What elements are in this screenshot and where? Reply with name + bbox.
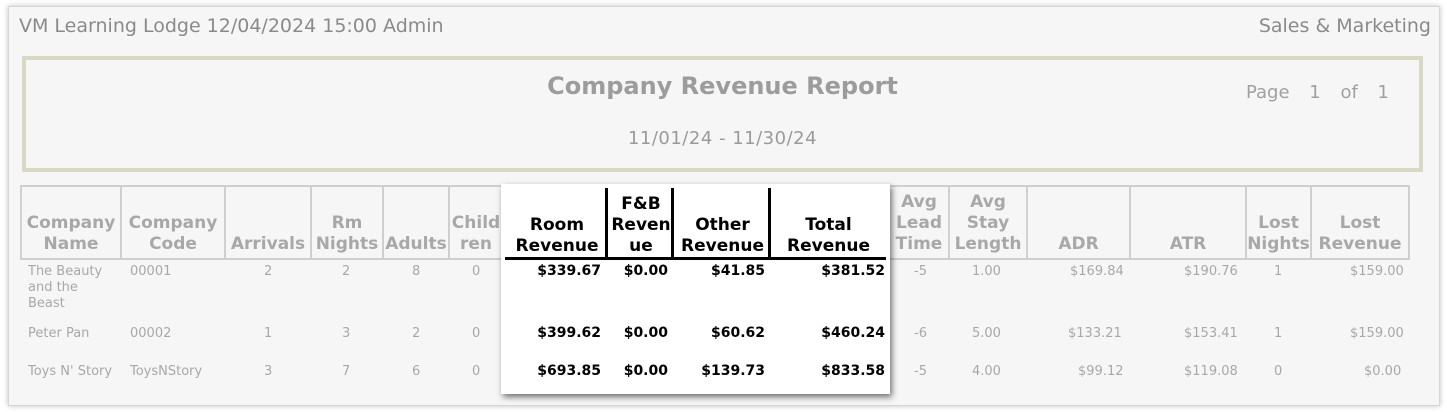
col-header-arrivals: Arrivals xyxy=(224,185,312,260)
report-banner: Company Revenue Report 11/01/24 - 11/30/… xyxy=(22,56,1423,172)
cell-lost-revenue: $159.00 xyxy=(1350,326,1404,341)
cell-arrivals: 1 xyxy=(264,326,273,341)
col-header-company-code: Company Code xyxy=(120,185,226,260)
cell-adults: 8 xyxy=(412,264,421,279)
cell-room-revenue: $339.67 xyxy=(537,263,601,279)
cell-lost-revenue: $0.00 xyxy=(1364,364,1402,379)
cell-fb-revenue: $0.00 xyxy=(623,325,668,341)
cell-adults: 2 xyxy=(412,326,421,341)
cell-atr: $153.41 xyxy=(1184,326,1238,341)
revenue-highlight-panel: Room Revenue F&B Reven ue Other Revenue … xyxy=(501,184,890,394)
cell-avg-stay-length: 4.00 xyxy=(972,364,1001,379)
col-header-adults: Adults xyxy=(382,185,450,260)
cell-fb-revenue: $0.00 xyxy=(623,363,668,379)
cell-other-revenue: $139.73 xyxy=(701,363,765,379)
cell-total-revenue: $833.58 xyxy=(821,363,885,379)
col-header-children: Child ren xyxy=(448,185,504,260)
cell-lost-nights: 0 xyxy=(1274,364,1283,379)
col-header-fb-revenue: F&B Reven ue xyxy=(605,188,674,259)
cell-avg-stay-length: 1.00 xyxy=(972,264,1001,279)
report-date-range: 11/01/24 - 11/30/24 xyxy=(627,128,818,149)
cell-avg-stay-length: 5.00 xyxy=(972,326,1001,341)
cell-rm-nights: 3 xyxy=(342,326,351,341)
cell-lost-revenue: $159.00 xyxy=(1350,264,1404,279)
page-total: 1 xyxy=(1377,82,1389,103)
cell-other-revenue: $60.62 xyxy=(710,325,765,341)
cell-arrivals: 3 xyxy=(264,364,273,379)
col-header-adr: ADR xyxy=(1026,185,1131,260)
cell-other-revenue: $41.85 xyxy=(710,263,765,279)
cell-total-revenue: $460.24 xyxy=(821,325,885,341)
page-label: Page xyxy=(1245,82,1290,103)
header-department: Sales & Marketing xyxy=(1258,15,1431,37)
header-left-info: VM Learning Lodge 12/04/2024 15:00 Admin xyxy=(19,15,444,37)
col-header-total-revenue: Total Revenue xyxy=(768,188,886,259)
cell-children: 0 xyxy=(472,326,481,341)
page-number: 1 xyxy=(1309,82,1321,103)
cell-company-code: ToysNStory xyxy=(130,364,203,379)
cell-rm-nights: 2 xyxy=(342,264,351,279)
cell-children: 0 xyxy=(472,364,481,379)
cell-room-revenue: $399.62 xyxy=(537,325,601,341)
cell-lost-nights: 1 xyxy=(1274,264,1283,279)
cell-total-revenue: $381.52 xyxy=(821,263,885,279)
page-indicator: Page 1 of 1 xyxy=(1246,82,1389,103)
col-header-lost-revenue: Lost Revenue xyxy=(1310,185,1410,260)
page-of-label: of xyxy=(1340,82,1358,103)
col-header-rm-nights: Rm Nights xyxy=(310,185,384,260)
col-header-room-revenue: Room Revenue xyxy=(515,215,599,256)
cell-room-revenue: $693.85 xyxy=(537,363,601,379)
header-divider xyxy=(505,257,886,260)
cell-adults: 6 xyxy=(412,364,421,379)
cell-atr: $190.76 xyxy=(1184,264,1238,279)
cell-children: 0 xyxy=(472,264,481,279)
cell-lost-nights: 1 xyxy=(1274,326,1283,341)
col-header-atr: ATR xyxy=(1129,185,1247,260)
cell-fb-revenue: $0.00 xyxy=(623,263,668,279)
cell-company-name: Peter Pan xyxy=(28,326,90,341)
cell-avg-lead-time: -5 xyxy=(914,364,927,379)
cell-avg-lead-time: -5 xyxy=(914,264,927,279)
col-header-avg-stay-length: Avg Stay Length xyxy=(948,185,1028,260)
cell-company-name: The Beauty and the Beast xyxy=(28,264,103,311)
cell-adr: $133.21 xyxy=(1068,326,1122,341)
col-header-avg-lead-time: Avg Lead Time xyxy=(888,185,950,260)
cell-company-code: 00002 xyxy=(130,326,172,341)
cell-avg-lead-time: -6 xyxy=(914,326,927,341)
report-title: Company Revenue Report xyxy=(547,72,898,100)
col-header-other-revenue: Other Revenue xyxy=(671,188,771,259)
cell-rm-nights: 7 xyxy=(342,364,351,379)
cell-adr: $169.84 xyxy=(1070,264,1124,279)
col-header-company-name: Company Name xyxy=(20,185,122,260)
cell-arrivals: 2 xyxy=(264,264,273,279)
cell-company-name: Toys N' Story xyxy=(28,364,113,379)
cell-company-code: 00001 xyxy=(130,264,172,279)
cell-atr: $119.08 xyxy=(1184,364,1238,379)
cell-adr: $99.12 xyxy=(1078,364,1124,379)
col-header-lost-nights: Lost Nights xyxy=(1245,185,1312,260)
